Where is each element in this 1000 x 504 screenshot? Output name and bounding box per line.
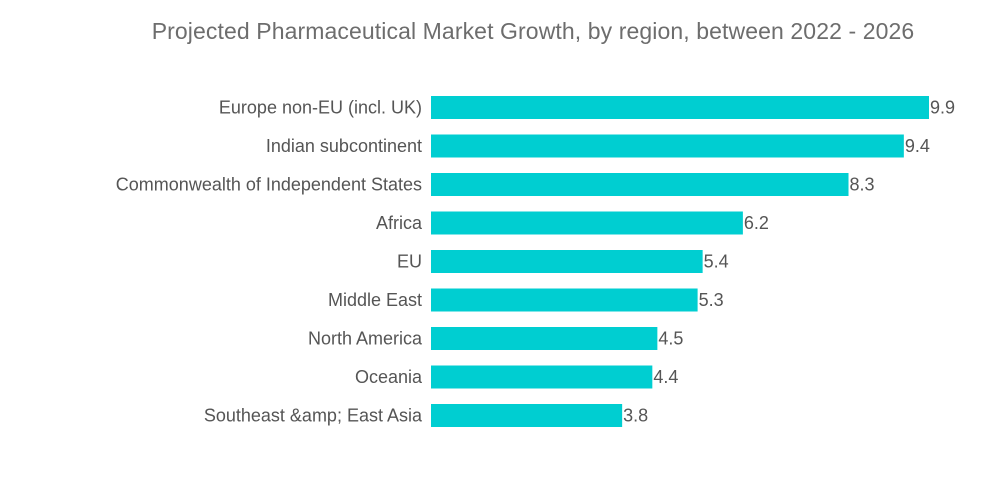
value-label-4: 5.4 bbox=[704, 252, 729, 272]
value-label-1: 9.4 bbox=[905, 136, 930, 156]
value-label-3: 6.2 bbox=[744, 213, 769, 233]
bar-4 bbox=[431, 250, 703, 273]
category-label-4: EU bbox=[397, 252, 422, 272]
category-label-2: Commonwealth of Independent States bbox=[116, 175, 422, 195]
bar-1 bbox=[431, 134, 904, 158]
category-label-3: Africa bbox=[376, 213, 423, 233]
category-label-6: North America bbox=[308, 329, 423, 349]
bar-6 bbox=[431, 327, 658, 350]
category-label-5: Middle East bbox=[328, 290, 422, 310]
category-label-8: Southeast &amp; East Asia bbox=[204, 406, 423, 426]
bar-3 bbox=[431, 211, 743, 235]
category-label-1: Indian subcontinent bbox=[266, 136, 422, 156]
bar-7 bbox=[431, 365, 653, 389]
category-label-0: Europe non-EU (incl. UK) bbox=[219, 98, 422, 118]
bar-8 bbox=[431, 404, 623, 427]
bar-5 bbox=[431, 288, 698, 312]
value-label-0: 9.9 bbox=[930, 98, 955, 118]
value-label-7: 4.4 bbox=[653, 367, 678, 387]
value-label-6: 4.5 bbox=[658, 329, 683, 349]
bar-0 bbox=[431, 96, 929, 119]
value-label-5: 5.3 bbox=[699, 290, 724, 310]
value-label-8: 3.8 bbox=[623, 406, 648, 426]
category-label-7: Oceania bbox=[355, 367, 423, 387]
bar-2 bbox=[431, 173, 849, 196]
value-label-2: 8.3 bbox=[850, 175, 875, 195]
chart-title: Projected Pharmaceutical Market Growth, … bbox=[151, 18, 915, 44]
